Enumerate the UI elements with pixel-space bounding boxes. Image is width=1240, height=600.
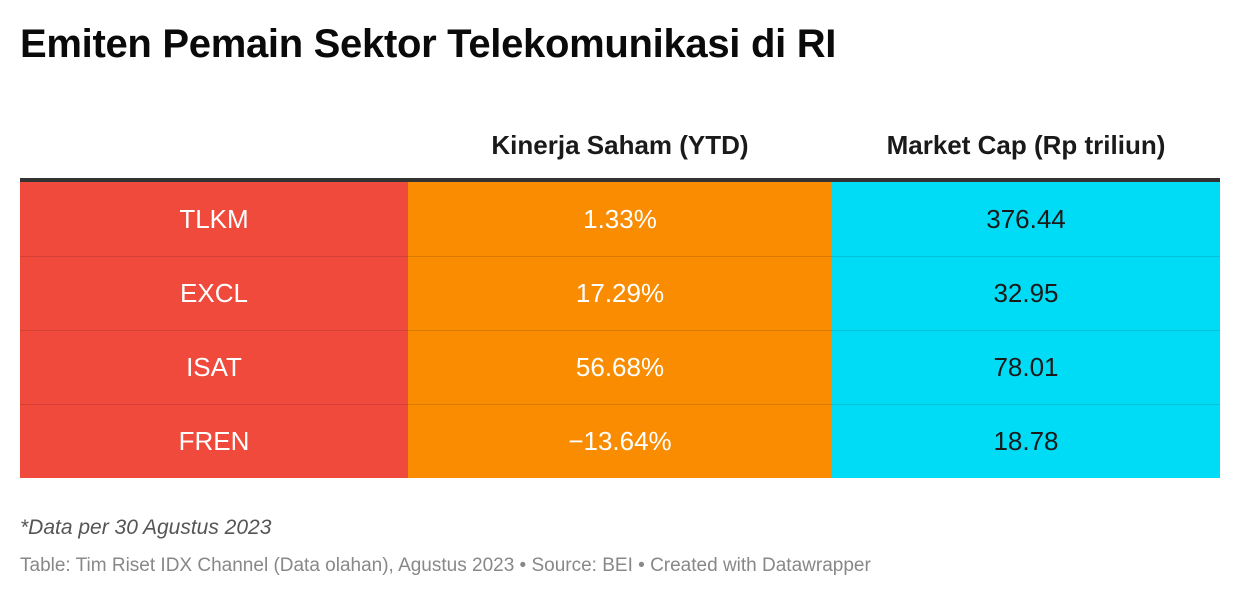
column-header-market-cap: Market Cap (Rp triliun) [886,129,1166,160]
cell-ticker: FREN [20,404,408,478]
chart-title: Emiten Pemain Sektor Telekomunikasi di R… [20,22,837,66]
cell-ytd-performance: −13.64% [408,404,832,478]
table-row: FREN −13.64% 18.78 [20,404,1220,478]
column-header-ytd: Kinerja Saham (YTD) [491,129,749,160]
table-header-row: Kinerja Saham (YTD) Market Cap (Rp trili… [20,112,1220,182]
cell-ticker: ISAT [20,330,408,404]
cell-ytd-performance: 1.33% [408,182,832,256]
table-row: EXCL 17.29% 32.95 [20,256,1220,330]
cell-market-cap: 18.78 [832,404,1220,478]
source-footer: Table: Tim Riset IDX Channel (Data olaha… [20,555,871,576]
cell-market-cap: 32.95 [832,256,1220,330]
cell-market-cap: 78.01 [832,330,1220,404]
cell-ticker: EXCL [20,256,408,330]
data-date-note: *Data per 30 Agustus 2023 [20,516,272,539]
table-row: ISAT 56.68% 78.01 [20,330,1220,404]
cell-ytd-performance: 17.29% [408,256,832,330]
table-row: TLKM 1.33% 376.44 [20,182,1220,256]
cell-ytd-performance: 56.68% [408,330,832,404]
cell-market-cap: 376.44 [832,182,1220,256]
cell-ticker: TLKM [20,182,408,256]
data-table: Kinerja Saham (YTD) Market Cap (Rp trili… [20,112,1220,478]
